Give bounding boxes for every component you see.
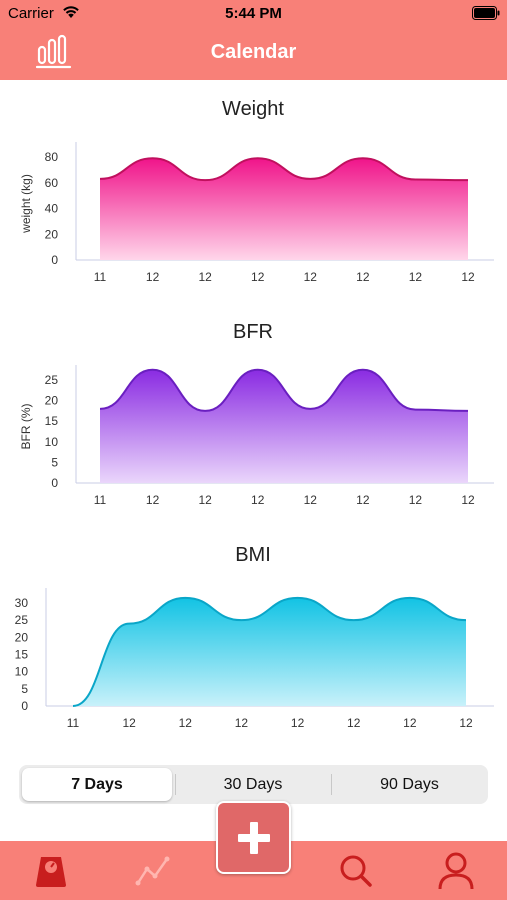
status-bar: Carrier 5:44 PM [0,0,507,28]
weight-x-tick: 12 [461,270,475,284]
segment-divider [175,774,176,795]
bfr-x-tick: 12 [461,493,475,507]
profile-icon[interactable] [437,851,475,891]
scale-icon[interactable] [33,851,69,889]
bfr-chart-svg: BFR BFR (%) 0 5 10 15 20 25 11 12 12 12 12 12 12 12 [19,321,494,507]
weight-y-tick: 0 [51,253,58,267]
bfr-chart: BFR BFR (%) 0 5 10 15 20 25 11 12 12 12 12 12 12 12 [0,315,507,515]
weight-x-tick: 11 [94,270,107,284]
bmi-series-line [72,596,467,707]
bfr-y-axis-label: BFR (%) [19,404,33,450]
weight-chart-title: Weight [222,98,284,120]
bfr-chart-title: BFR [233,321,273,343]
weight-chart: Weight weight (kg) 0 20 40 60 80 11 12 12 12 12 12 12… [0,92,507,292]
carrier-label: Carrier [8,5,54,22]
bfr-x-tick: 12 [146,493,160,507]
weight-x-tick: 12 [304,270,318,284]
bmi-y-tick: 0 [21,699,28,713]
bfr-y-tick: 15 [45,414,59,428]
period-7-days[interactable]: 7 Days [22,768,172,801]
trend-icon[interactable] [134,851,172,889]
battery-icon [472,6,500,20]
bar-chart-icon[interactable] [36,34,74,70]
bmi-y-tick: 5 [21,682,28,696]
bmi-x-tick: 12 [459,716,473,730]
bmi-x-tick: 12 [235,716,249,730]
bfr-y-tick: 5 [51,455,58,469]
bmi-y-tick: 25 [15,613,29,627]
nav-title: Calendar [210,41,297,63]
bfr-y-tick: 20 [45,394,59,408]
search-icon[interactable] [338,851,374,889]
bfr-y-tick: 25 [45,373,59,387]
weight-x-tick: 12 [409,270,423,284]
bmi-x-tick: 11 [67,716,80,730]
weight-y-tick: 40 [45,202,59,216]
add-button[interactable] [216,801,291,874]
weight-y-tick: 20 [45,227,59,241]
tab-bar [0,841,507,900]
bmi-y-tick: 10 [15,665,29,679]
weight-series-line [99,157,469,182]
status-time: 5:44 PM [225,5,282,22]
nav-bar: Calendar [0,28,507,80]
weight-x-tick: 12 [251,270,265,284]
period-30-days[interactable]: 30 Days [223,776,283,793]
weight-x-tick: 12 [146,270,160,284]
bmi-chart-title: BMI [235,544,271,566]
bmi-y-tick: 15 [15,648,29,662]
bmi-chart-svg: BMI 0 5 10 15 20 25 30 11 12 12 12 12 12 12 12 [15,544,494,730]
bfr-area-fill [100,369,468,483]
bfr-y-tick: 10 [45,435,59,449]
weight-x-tick: 12 [198,270,212,284]
bmi-chart: BMI 0 5 10 15 20 25 30 11 12 12 12 12 12 12 12 [0,538,507,738]
period-selector: 7 Days 30 Days 90 Days [19,765,488,804]
bfr-y-tick: 0 [51,476,58,490]
bfr-x-tick: 12 [251,493,265,507]
weight-chart-svg: Weight weight (kg) 0 20 40 60 80 11 12 12 12 12 12 12… [19,98,494,284]
weight-y-tick: 60 [45,176,59,190]
bmi-y-tick: 20 [15,630,29,644]
weight-y-axis-label: weight (kg) [19,174,33,234]
weight-x-tick: 12 [356,270,370,284]
bmi-y-tick: 30 [15,596,29,610]
bmi-x-tick: 12 [291,716,305,730]
segment-divider [331,774,332,795]
bmi-area-fill [73,597,466,706]
plus-icon [238,822,270,854]
bfr-x-tick: 12 [304,493,318,507]
weight-y-tick: 80 [45,150,59,164]
bfr-x-tick: 11 [94,493,107,507]
weight-area-fill [100,158,468,260]
bmi-x-tick: 12 [179,716,193,730]
period-90-days[interactable]: 90 Days [380,776,439,793]
bmi-x-tick: 12 [122,716,136,730]
wifi-icon [63,6,79,18]
bfr-x-tick: 12 [356,493,370,507]
bmi-x-tick: 12 [403,716,417,730]
bfr-series-line [99,368,469,412]
bfr-x-tick: 12 [409,493,423,507]
bfr-x-tick: 12 [198,493,212,507]
bmi-x-tick: 12 [347,716,361,730]
